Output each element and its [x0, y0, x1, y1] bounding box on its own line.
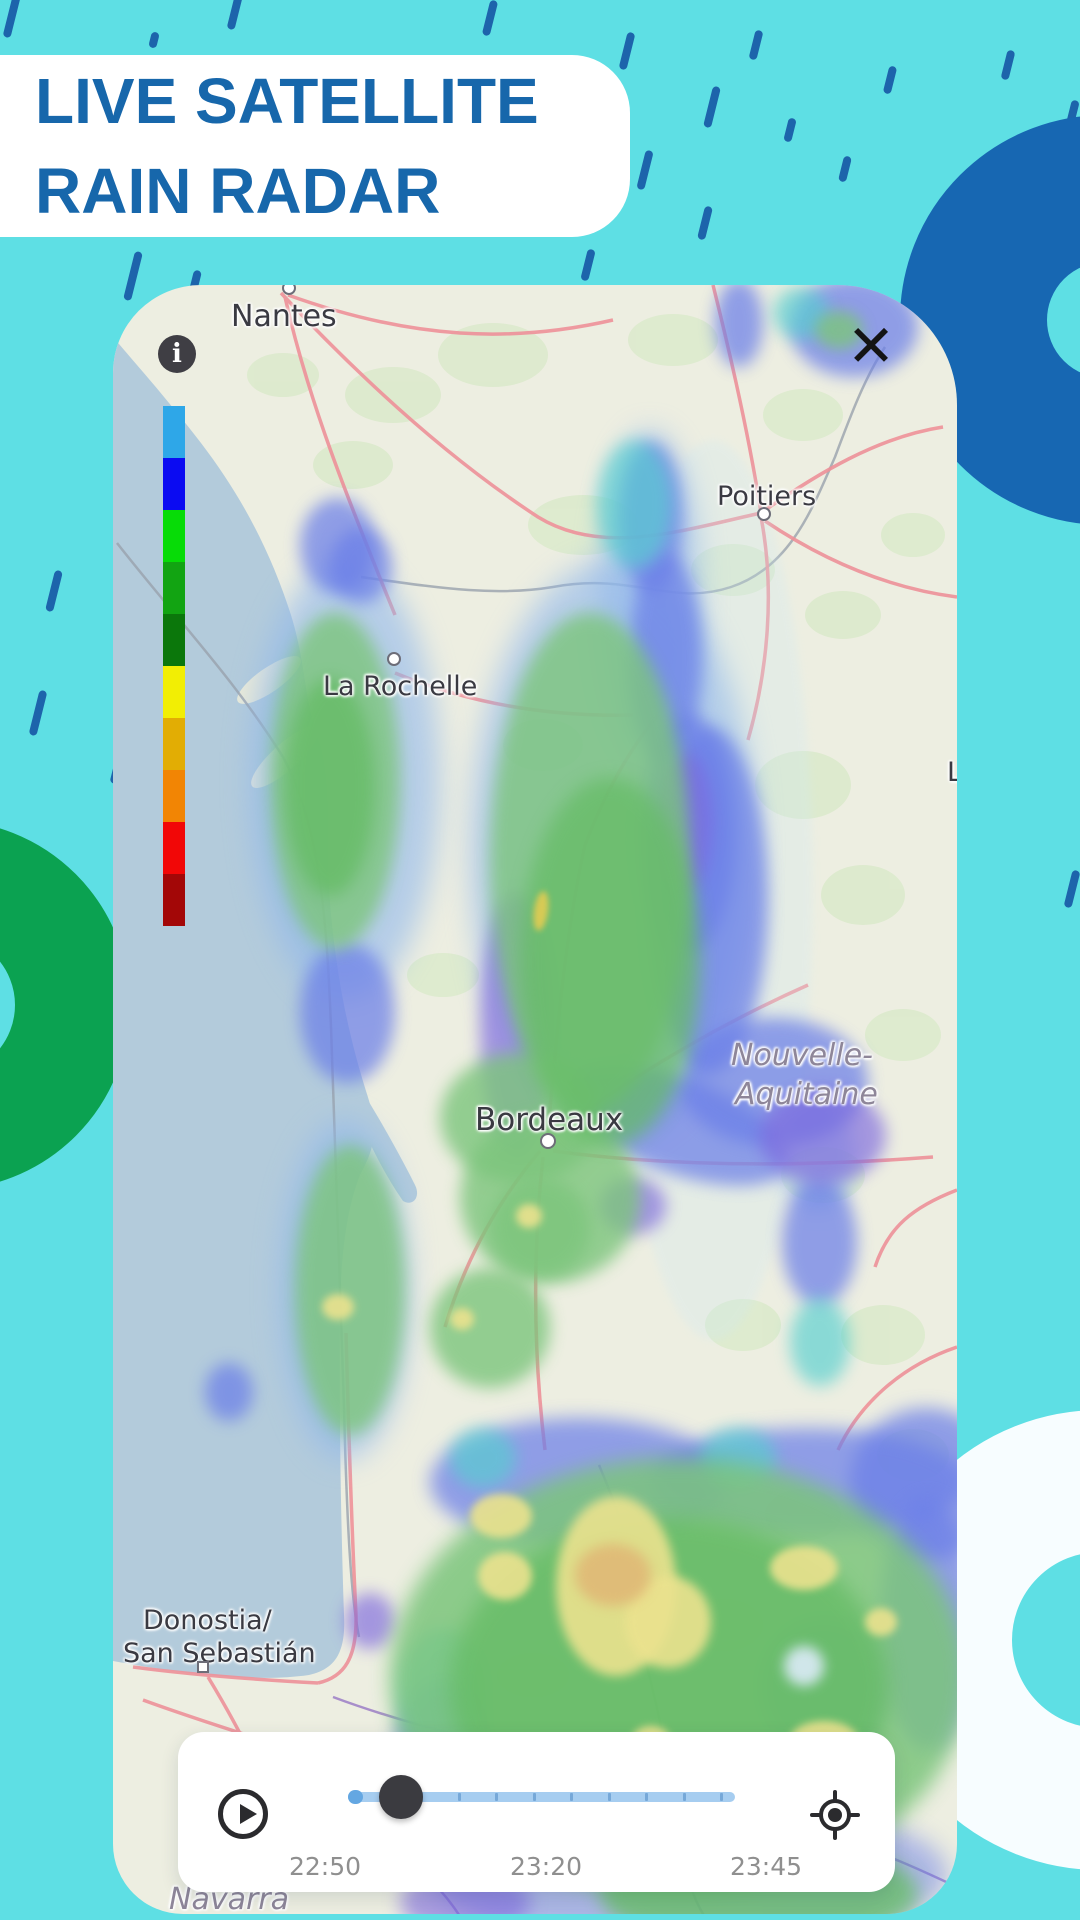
time-label-mid: 23:20	[509, 1852, 583, 1881]
radar-blob	[760, 1088, 886, 1184]
radar-blob	[715, 285, 763, 367]
map-label-nantes: Nantes	[231, 299, 337, 334]
play-icon	[240, 1804, 257, 1824]
radar-blob	[205, 1363, 253, 1421]
rain-dash	[148, 31, 160, 49]
radar-blob	[322, 1294, 354, 1320]
radar-blob	[815, 311, 863, 349]
headline-line-2: RAIN RADAR	[35, 155, 441, 227]
map-label-nouvelle-: Nouvelle-	[731, 1038, 873, 1073]
rain-dash	[748, 29, 764, 61]
rain-dash	[1000, 49, 1016, 81]
headline-banner: LIVE SATELLITE RAIN RADAR	[0, 55, 630, 237]
radar-blob	[345, 1593, 395, 1649]
map-label-bordeaux: Bordeaux	[475, 1102, 624, 1138]
rain-dash	[580, 248, 596, 282]
radar-blob	[285, 678, 375, 896]
play-button[interactable]	[218, 1789, 268, 1839]
map-label-aquitaine: Aquitaine	[735, 1077, 878, 1112]
slider-tick	[458, 1793, 461, 1801]
radar-blob	[478, 1552, 532, 1600]
slider-tick	[570, 1793, 573, 1801]
rain-dash	[837, 155, 853, 183]
radar-blob	[430, 1268, 550, 1388]
locate-button[interactable]	[810, 1790, 860, 1840]
legend-color-segment	[163, 510, 185, 562]
info-icon: i	[172, 339, 182, 369]
city-marker	[387, 652, 401, 666]
legend-color-segment	[163, 770, 185, 822]
radar-blob	[790, 1298, 850, 1386]
precipitation-legend	[163, 406, 185, 926]
rain-dash	[703, 85, 721, 129]
legend-color-segment	[163, 406, 185, 458]
legend-color-segment	[163, 718, 185, 770]
city-marker	[197, 1661, 209, 1673]
radar-blob	[770, 1546, 838, 1590]
legend-color-segment	[163, 822, 185, 874]
info-button[interactable]: i	[158, 335, 196, 373]
slider-tick	[720, 1793, 723, 1801]
headline-line-1: LIVE SATELLITE	[35, 65, 539, 137]
playback-bar: 22:50 23:20 23:45	[178, 1732, 895, 1892]
radar-blob	[865, 1608, 897, 1636]
close-button[interactable]: ✕	[844, 317, 898, 375]
radar-blob	[520, 778, 700, 1146]
legend-color-segment	[163, 614, 185, 666]
rain-dash	[226, 0, 246, 31]
rain-dash	[1063, 869, 1080, 909]
locate-icon	[810, 1790, 860, 1840]
radar-blob	[450, 1308, 474, 1330]
slider-tick	[645, 1793, 648, 1801]
legend-color-segment	[163, 458, 185, 510]
slider-start-cap	[348, 1790, 363, 1804]
radar-blob	[782, 1178, 857, 1306]
city-marker	[282, 285, 296, 295]
map-label-donostia-: Donostia/	[143, 1605, 272, 1636]
radar-blob	[597, 440, 672, 568]
legend-color-segment	[163, 874, 185, 926]
radar-map-card: Nantes Poitiers La Rochelle Bordeaux Donosti…	[113, 285, 957, 1914]
radar-blob	[784, 1646, 824, 1686]
radar-blob	[300, 943, 395, 1083]
rain-dash	[2, 0, 22, 39]
city-marker	[540, 1133, 556, 1149]
rain-dash	[45, 569, 63, 613]
map-label-la-rochelle: La Rochelle	[323, 671, 478, 702]
rain-dash	[783, 117, 797, 143]
rain-dash	[28, 689, 48, 737]
slider-tick	[683, 1793, 686, 1801]
map-label-l: L	[947, 757, 957, 788]
time-label-end: 23:45	[729, 1852, 803, 1881]
time-label-start: 22:50	[288, 1852, 362, 1881]
rain-dash	[636, 149, 654, 191]
radar-blob	[490, 1178, 590, 1278]
rain-dash	[697, 205, 713, 241]
city-marker	[757, 507, 771, 521]
map-label-san-sebasti-n: San Sebastián	[123, 1638, 316, 1669]
map-label-poitiers: Poitiers	[717, 481, 817, 512]
radar-blob	[330, 528, 392, 603]
rain-dash	[882, 65, 898, 95]
radar-blob	[470, 1494, 532, 1538]
close-icon: ✕	[846, 312, 896, 380]
legend-color-segment	[163, 666, 185, 718]
slider-tick	[608, 1793, 611, 1801]
radar-blob	[575, 1544, 651, 1606]
legend-color-segment	[163, 562, 185, 614]
decor-donut-green	[0, 820, 130, 1190]
rain-dash	[481, 0, 499, 37]
slider-thumb[interactable]	[379, 1775, 423, 1819]
radar-blob	[295, 1145, 405, 1435]
radar-blob	[516, 1204, 542, 1228]
radar-blob	[450, 1428, 516, 1488]
estuary	[361, 1097, 418, 1203]
slider-tick	[495, 1793, 498, 1801]
slider-tick	[533, 1793, 536, 1801]
